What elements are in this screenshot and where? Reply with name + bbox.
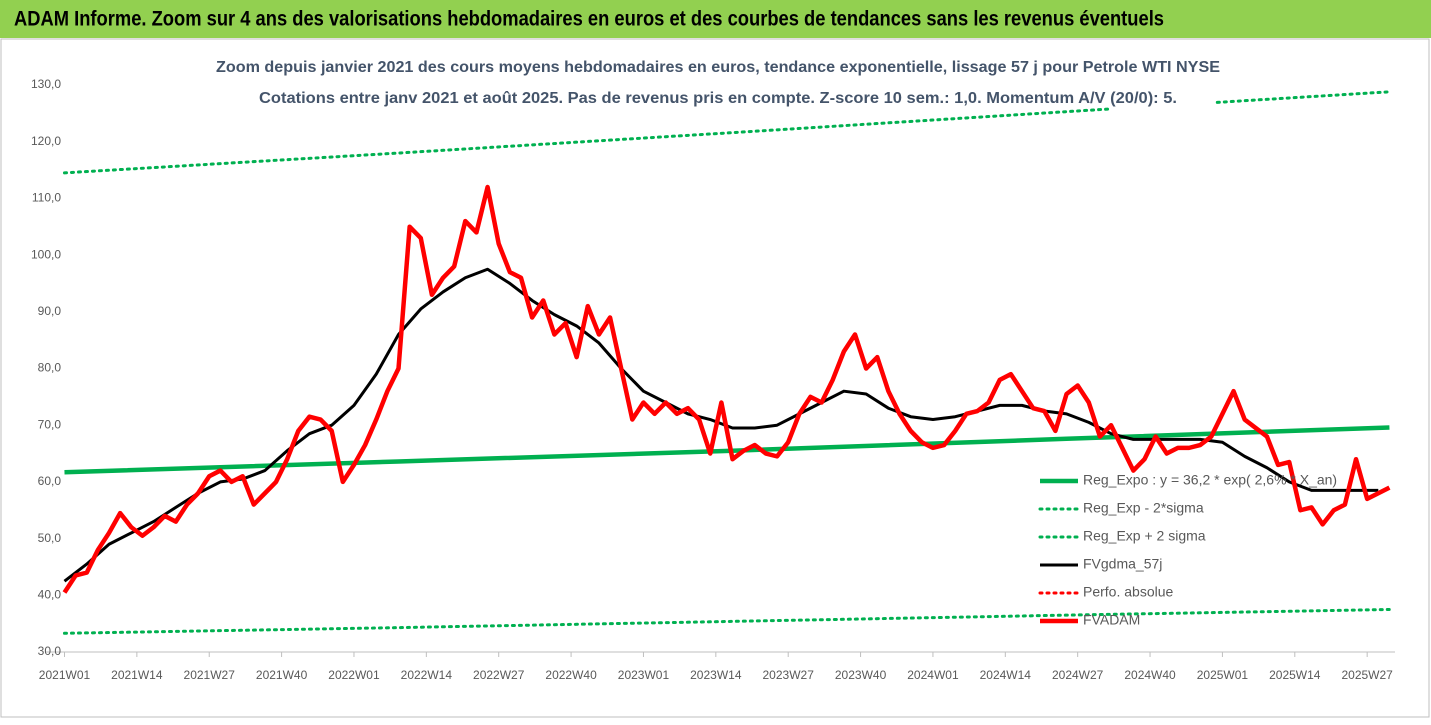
x-tick-label: 2025W01 <box>1197 668 1249 682</box>
x-tick-label: 2024W14 <box>980 668 1032 682</box>
x-tick-label: 2021W27 <box>184 668 236 682</box>
y-tick-label: 110,0 <box>32 191 61 205</box>
y-tick-label: 100,0 <box>31 247 61 261</box>
x-tick-label: 2023W01 <box>618 668 670 682</box>
x-tick-label: 2023W14 <box>690 668 742 682</box>
legend-label: Reg_Exp - 2*sigma <box>1083 500 1204 516</box>
subtitle-background <box>1110 84 1215 112</box>
x-tick-label: 2022W01 <box>328 668 380 682</box>
y-tick-label: 60,0 <box>38 474 62 488</box>
x-tick-label: 2023W40 <box>835 668 887 682</box>
legend-label: Reg_Exp + 2 sigma <box>1083 528 1206 544</box>
x-tick-label: 2023W27 <box>763 668 815 682</box>
x-tick-label: 2024W40 <box>1124 668 1176 682</box>
x-tick-label: 2021W40 <box>256 668 308 682</box>
chart-frame <box>0 38 1430 718</box>
subtitle: Cotations entre janv 2021 et août 2025. … <box>259 90 1177 107</box>
series-line <box>62 607 1391 635</box>
plot: 30,0 40,0 50,0 60,0 70,0 80,0 90,0 100,0 110,0 12… <box>31 77 1395 682</box>
x-tick-label: 2021W01 <box>39 668 91 682</box>
legend-label: Reg_Expo : y = 36,2 * exp( 2,6% * X_an) <box>1083 472 1337 488</box>
x-tick-label: 2021W14 <box>111 668 163 682</box>
x-tick-label: 2025W27 <box>1341 668 1393 682</box>
series-line <box>62 184 1391 594</box>
x-tick-label: 2024W27 <box>1052 668 1104 682</box>
y-tick-label: 80,0 <box>38 361 62 375</box>
y-tick-label: 70,0 <box>38 417 62 431</box>
y-tick-label: 50,0 <box>38 531 62 545</box>
y-tick-label: 130,0 <box>31 77 61 91</box>
x-tick-label: 2022W14 <box>401 668 453 682</box>
y-tick-label: 40,0 <box>38 587 62 601</box>
legend-label: FVADAM <box>1083 612 1140 628</box>
y-tick-label: 120,0 <box>31 134 61 148</box>
y-tick-label: 30,0 <box>38 644 62 658</box>
x-tick-label: 2025W14 <box>1269 668 1321 682</box>
x-tick-label: 2022W27 <box>473 668 525 682</box>
legend-label: FVgdma_57j <box>1083 556 1162 572</box>
x-tick-label: 2024W01 <box>907 668 959 682</box>
legend-label: Perfo. absolue <box>1083 584 1173 600</box>
chart-title: ADAM Informe. Zoom sur 4 ans des valoris… <box>14 8 1164 31</box>
x-tick-label: 2022W40 <box>545 668 597 682</box>
y-tick-label: 90,0 <box>38 304 62 318</box>
title-bar <box>0 0 1431 38</box>
subtitle: Zoom depuis janvier 2021 des cours moyen… <box>216 59 1220 76</box>
